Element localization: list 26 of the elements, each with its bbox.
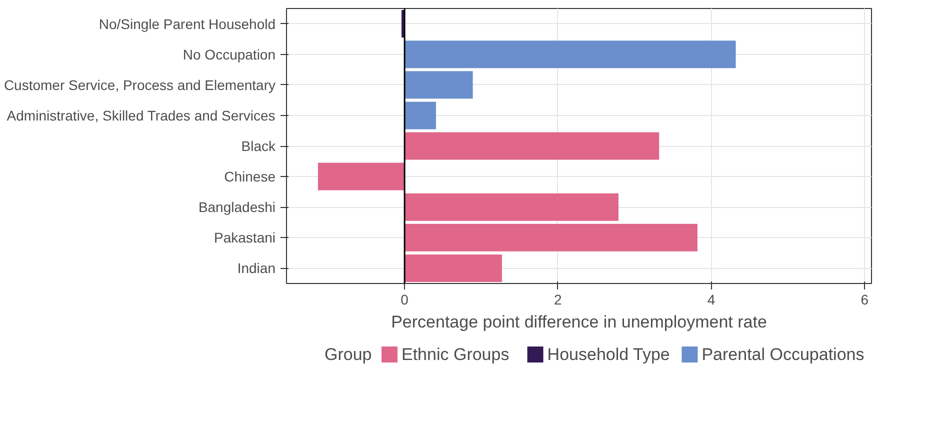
x-tick-label: 2 (554, 292, 562, 308)
bar (404, 254, 502, 282)
y-tick-label: Customer Service, Process and Elementary (4, 76, 276, 93)
legend-label: Parental Occupations (702, 345, 864, 364)
x-tick-label: 0 (400, 292, 409, 308)
bar (404, 40, 736, 68)
y-tick-label: No Occupation (182, 46, 276, 62)
bar (404, 102, 436, 130)
x-tick-label: 4 (707, 292, 716, 308)
legend-title: Group (324, 345, 372, 364)
y-tick-label: No/Single Parent Household (98, 16, 276, 32)
bar (404, 224, 698, 252)
bar (404, 132, 660, 160)
y-tick-label: Chinese (224, 168, 276, 185)
bar (404, 71, 473, 99)
legend-label: Household Type (547, 345, 670, 364)
y-tick-label: Administrative, Skilled Trades and Services (6, 107, 276, 124)
y-tick-label: Pakastani (214, 230, 276, 246)
x-tick-label: 6 (860, 292, 869, 308)
x-axis-title: Percentage point difference in unemployment rate (391, 312, 767, 332)
y-tick-label: Indian (237, 260, 276, 276)
y-tick-label: Black (241, 138, 276, 154)
bar (404, 193, 618, 221)
bar (318, 162, 405, 190)
y-tick-label: Bangladeshi (198, 199, 276, 216)
legend-label: Ethnic Groups (402, 345, 510, 364)
